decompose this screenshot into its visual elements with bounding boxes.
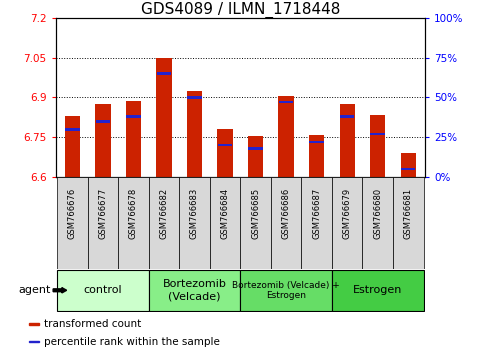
Bar xyxy=(187,96,202,99)
Bar xyxy=(301,177,332,269)
Bar xyxy=(340,104,355,177)
Text: Bortezomib
(Velcade): Bortezomib (Velcade) xyxy=(163,279,227,301)
Text: GSM766686: GSM766686 xyxy=(282,188,291,239)
Text: control: control xyxy=(84,285,122,295)
Bar xyxy=(370,133,385,135)
Bar xyxy=(57,177,87,269)
Text: transformed count: transformed count xyxy=(43,319,141,329)
Title: GDS4089 / ILMN_1718448: GDS4089 / ILMN_1718448 xyxy=(141,1,340,18)
Text: GSM766677: GSM766677 xyxy=(99,188,107,239)
Bar xyxy=(57,270,149,311)
Text: GSM766676: GSM766676 xyxy=(68,188,77,239)
Bar xyxy=(248,136,263,177)
Bar xyxy=(187,91,202,177)
Bar xyxy=(218,144,232,147)
Bar xyxy=(126,101,141,177)
Text: GSM766682: GSM766682 xyxy=(159,188,169,239)
Text: GSM766684: GSM766684 xyxy=(221,188,229,239)
Bar xyxy=(217,129,233,177)
Text: GSM766680: GSM766680 xyxy=(373,188,382,239)
Bar xyxy=(149,270,241,311)
Bar xyxy=(393,177,424,269)
Bar xyxy=(271,177,301,269)
Bar xyxy=(332,177,362,269)
Text: GSM766681: GSM766681 xyxy=(404,188,413,239)
Text: GSM766685: GSM766685 xyxy=(251,188,260,239)
Bar xyxy=(87,177,118,269)
Text: GSM766679: GSM766679 xyxy=(342,188,352,239)
Bar xyxy=(149,177,179,269)
Bar xyxy=(241,270,332,311)
Bar xyxy=(279,96,294,177)
Bar xyxy=(241,177,271,269)
Text: Estrogen: Estrogen xyxy=(353,285,402,295)
Text: GSM766683: GSM766683 xyxy=(190,188,199,239)
Bar xyxy=(401,168,415,170)
Bar xyxy=(118,177,149,269)
Bar xyxy=(156,72,171,75)
Bar xyxy=(126,115,141,118)
Bar xyxy=(309,135,324,177)
Bar xyxy=(279,101,293,103)
Bar xyxy=(210,177,241,269)
Bar xyxy=(362,177,393,269)
Bar xyxy=(96,120,110,122)
Bar xyxy=(340,115,355,118)
Text: agent: agent xyxy=(18,285,51,295)
Text: GSM766687: GSM766687 xyxy=(312,188,321,239)
Bar xyxy=(65,116,80,177)
Bar xyxy=(28,323,39,325)
Bar xyxy=(332,270,424,311)
Bar xyxy=(65,128,80,131)
Bar xyxy=(179,177,210,269)
Bar xyxy=(248,147,263,150)
Text: GSM766678: GSM766678 xyxy=(129,188,138,239)
Bar xyxy=(400,153,416,177)
Bar xyxy=(310,141,324,143)
Bar xyxy=(156,58,171,177)
Bar xyxy=(95,104,111,177)
Text: Bortezomib (Velcade) +
Estrogen: Bortezomib (Velcade) + Estrogen xyxy=(232,281,340,300)
Bar xyxy=(370,115,385,177)
Bar xyxy=(28,341,39,342)
Text: percentile rank within the sample: percentile rank within the sample xyxy=(43,337,220,347)
